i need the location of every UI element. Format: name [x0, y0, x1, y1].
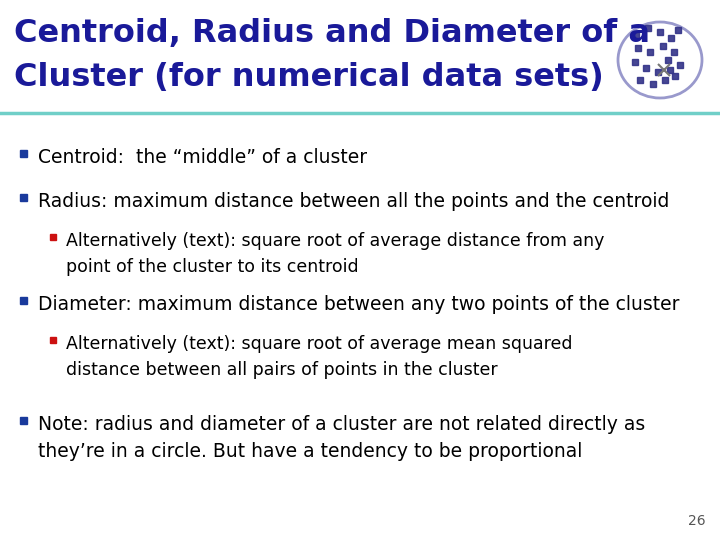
Bar [20, 150, 27, 157]
Ellipse shape [618, 22, 702, 98]
Text: Cluster (for numerical data sets): Cluster (for numerical data sets) [14, 62, 604, 93]
Text: Centroid:  the “middle” of a cluster: Centroid: the “middle” of a cluster [38, 148, 367, 167]
Text: Radius: maximum distance between all the points and the centroid: Radius: maximum distance between all the… [38, 192, 670, 211]
Bar [50, 234, 56, 240]
Text: Alternatively (text): square root of average mean squared
distance between all p: Alternatively (text): square root of ave… [66, 335, 572, 379]
Bar [20, 417, 27, 424]
Text: Centroid, Radius and Diameter of a: Centroid, Radius and Diameter of a [14, 18, 650, 49]
Text: 26: 26 [688, 514, 706, 528]
Bar [50, 337, 56, 343]
Bar [20, 194, 27, 201]
Text: Note: radius and diameter of a cluster are not related directly as
they’re in a : Note: radius and diameter of a cluster a… [38, 415, 645, 461]
Text: Diameter: maximum distance between any two points of the cluster: Diameter: maximum distance between any t… [38, 295, 680, 314]
Text: Alternatively (text): square root of average distance from any
point of the clus: Alternatively (text): square root of ave… [66, 232, 604, 276]
Bar [20, 297, 27, 304]
